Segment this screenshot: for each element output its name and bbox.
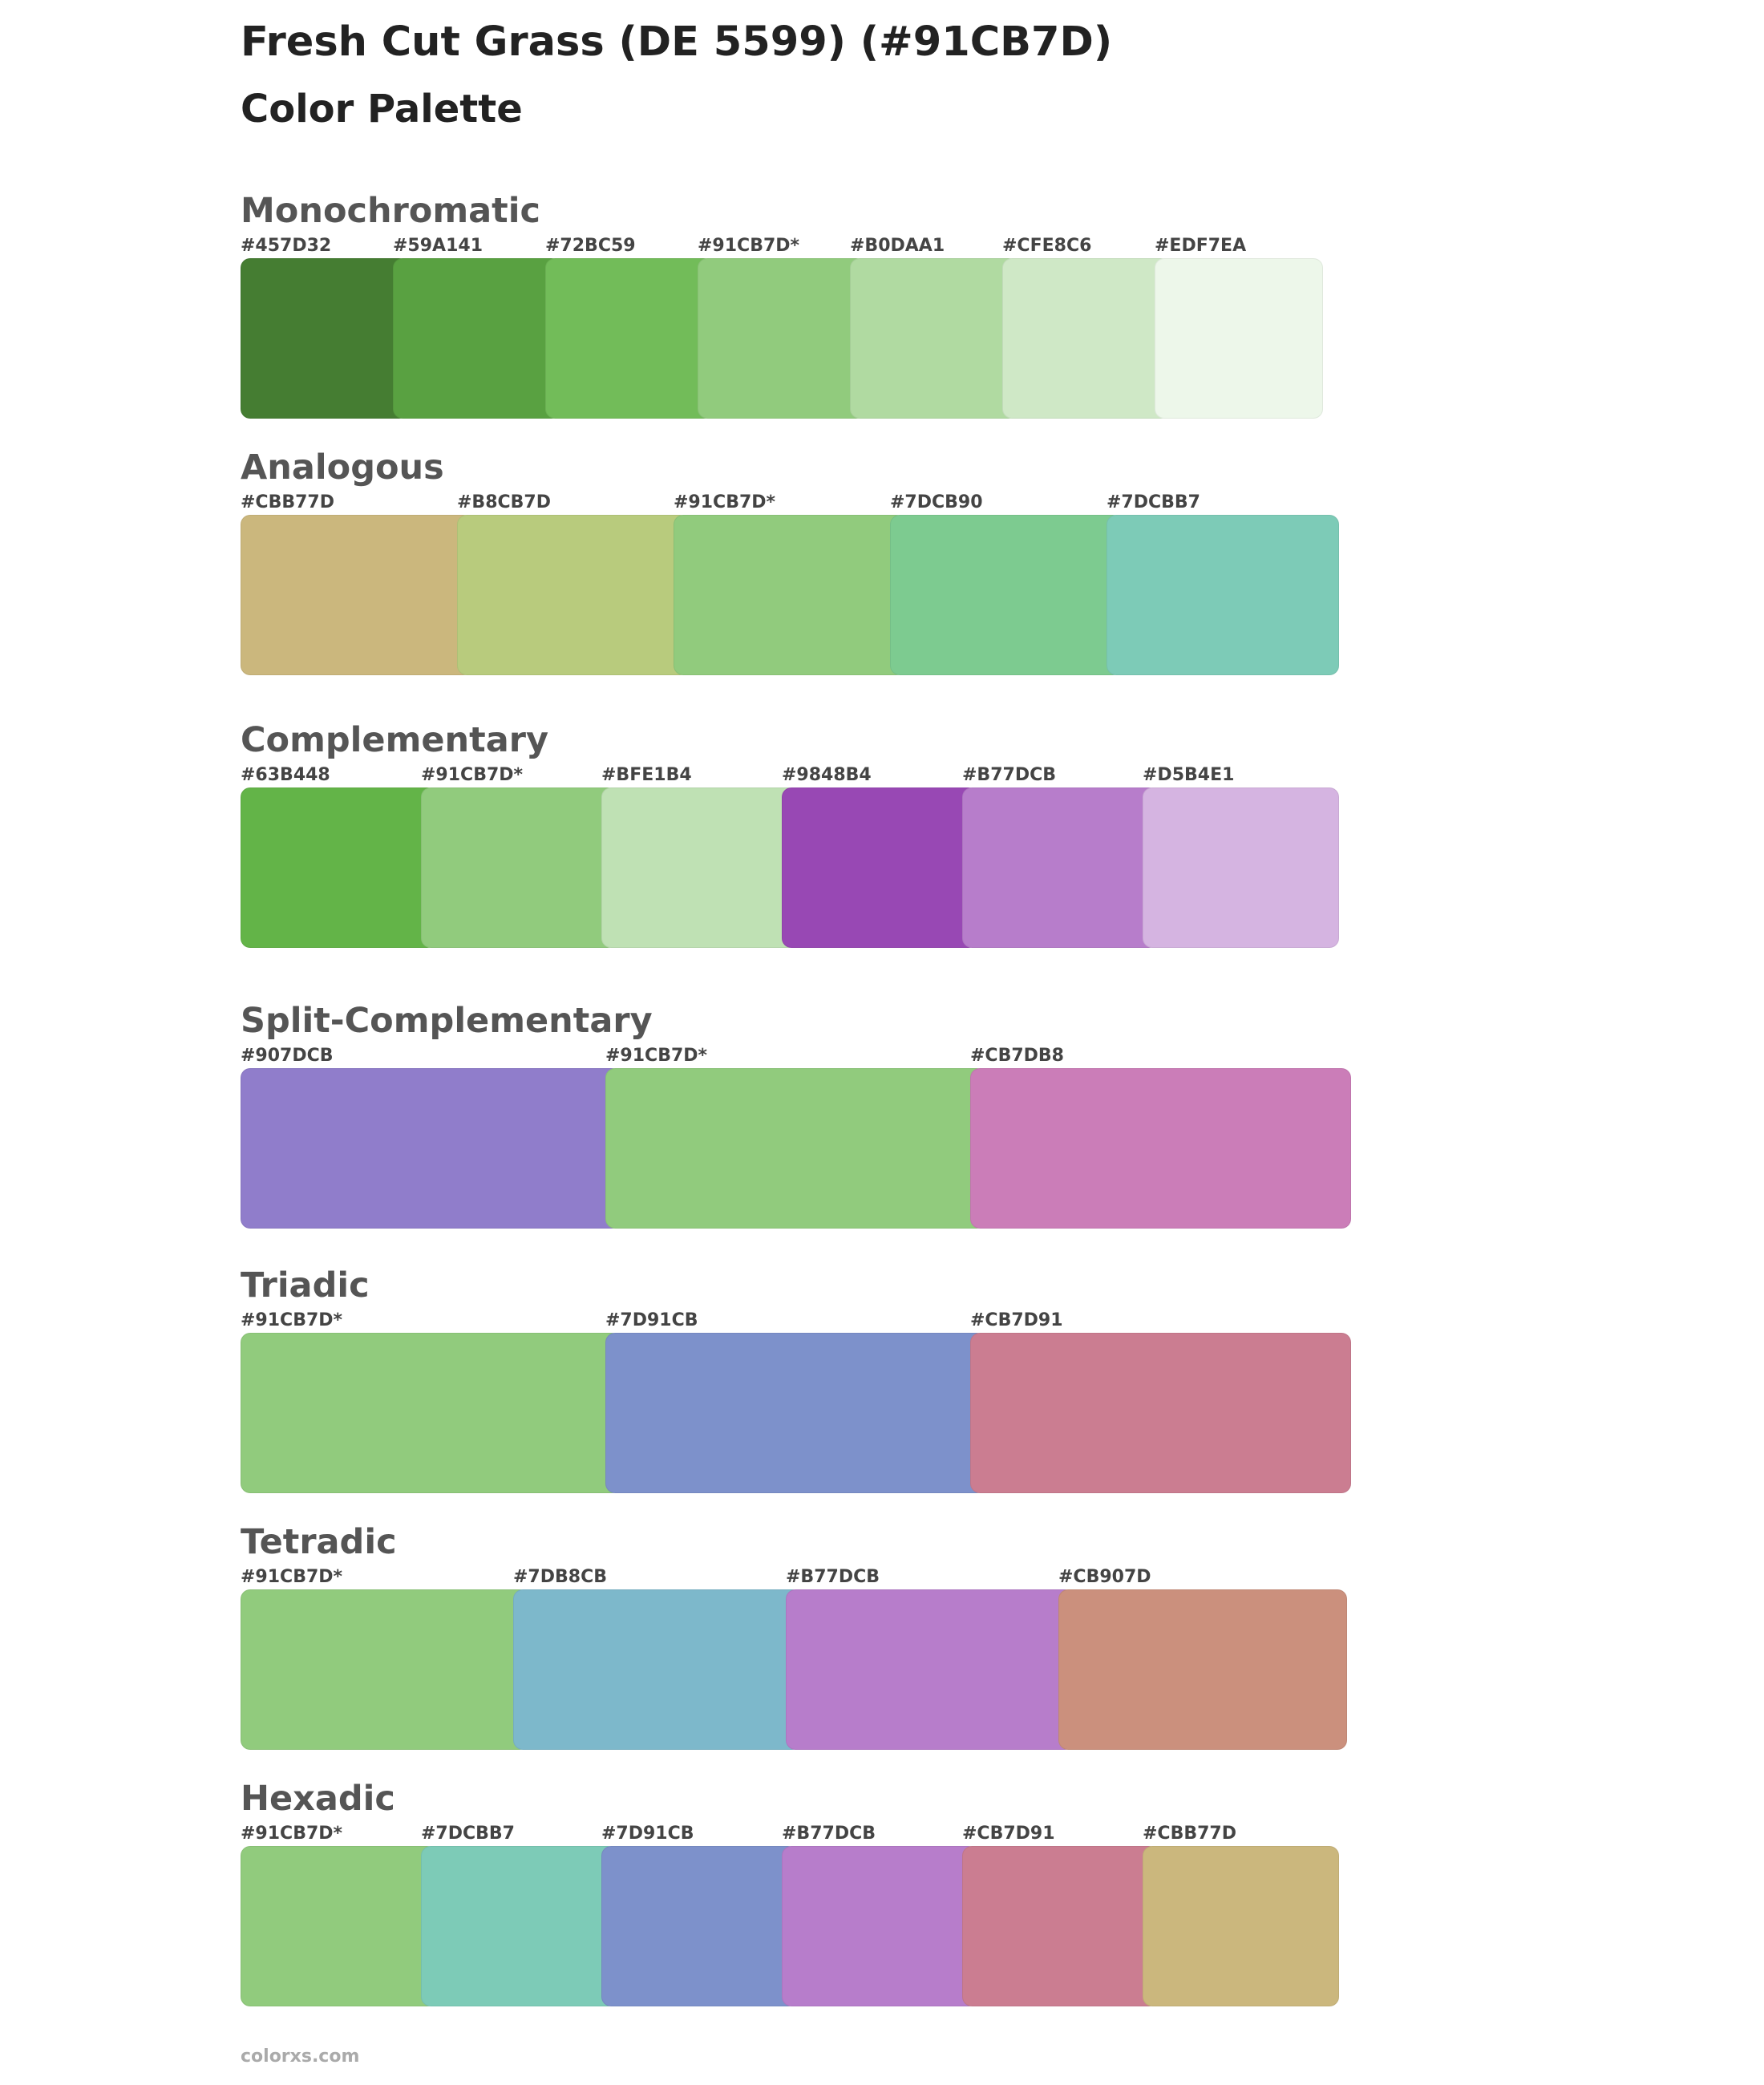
hex-code-label: #CBB77D — [241, 492, 334, 512]
section-title: Complementary — [241, 720, 548, 760]
color-swatch[interactable] — [241, 1846, 437, 2006]
site-credit: colorxs.com — [241, 2047, 360, 2067]
hex-code-label: #7DCBB7 — [421, 1824, 515, 1844]
hex-code-label: #91CB7D* — [421, 765, 524, 785]
color-swatch[interactable] — [1002, 258, 1171, 419]
hex-code-label: #72BC59 — [545, 236, 636, 256]
color-swatch[interactable] — [1143, 787, 1339, 948]
color-swatch[interactable] — [1143, 1846, 1339, 2006]
color-swatch[interactable] — [421, 1846, 617, 2006]
hex-code-label: #91CB7D* — [241, 1824, 343, 1844]
hex-code-label: #B77DCB — [786, 1567, 880, 1587]
color-swatch[interactable] — [786, 1589, 1074, 1750]
hex-code-label: #CFE8C6 — [1002, 236, 1092, 256]
hex-code-label: #CB7D91 — [962, 1824, 1055, 1844]
color-swatch[interactable] — [545, 258, 714, 419]
color-swatch[interactable] — [1107, 515, 1339, 675]
hex-code-label: #7DCBB7 — [1107, 492, 1200, 512]
section-title: Analogous — [241, 447, 444, 488]
color-swatch[interactable] — [1155, 258, 1323, 419]
color-swatch[interactable] — [970, 1333, 1351, 1493]
hex-code-label: #91CB7D* — [674, 492, 776, 512]
hex-code-label: #7D91CB — [601, 1824, 694, 1844]
color-swatch[interactable] — [421, 787, 617, 948]
hex-code-label: #B0DAA1 — [850, 236, 945, 256]
section-title: Triadic — [241, 1265, 370, 1306]
hex-code-label: #CBB77D — [1143, 1824, 1236, 1844]
color-swatch[interactable] — [962, 1846, 1159, 2006]
color-swatch[interactable] — [241, 258, 409, 419]
section-title: Tetradic — [241, 1522, 397, 1562]
section-title: Monochromatic — [241, 191, 540, 231]
hex-code-label: #91CB7D* — [241, 1567, 343, 1587]
hex-code-label: #B77DCB — [962, 765, 1056, 785]
hex-code-label: #CB7D91 — [970, 1310, 1063, 1330]
hex-code-label: #B77DCB — [782, 1824, 876, 1844]
color-swatch[interactable] — [782, 1846, 978, 2006]
color-swatch[interactable] — [970, 1068, 1351, 1229]
hex-code-label: #59A141 — [393, 236, 483, 256]
color-swatch[interactable] — [241, 1589, 529, 1750]
hex-code-label: #9848B4 — [782, 765, 872, 785]
color-swatch[interactable] — [601, 1846, 798, 2006]
color-swatch[interactable] — [241, 515, 473, 675]
color-swatch[interactable] — [241, 787, 437, 948]
hex-code-label: #CB907D — [1058, 1567, 1151, 1587]
hex-code-label: #CB7DB8 — [970, 1046, 1064, 1066]
hex-code-label: #7DCB90 — [890, 492, 983, 512]
color-swatch[interactable] — [601, 787, 798, 948]
section-title: Split-Complementary — [241, 1001, 653, 1041]
hex-code-label: #91CB7D* — [241, 1310, 343, 1330]
hex-code-label: #457D32 — [241, 236, 332, 256]
hex-code-label: #7D91CB — [605, 1310, 698, 1330]
hex-code-label: #907DCB — [241, 1046, 334, 1066]
page-title: Fresh Cut Grass (DE 5599) (#91CB7D) — [241, 18, 1113, 66]
hex-code-label: #D5B4E1 — [1143, 765, 1235, 785]
color-swatch[interactable] — [1058, 1589, 1347, 1750]
hex-code-label: #91CB7D* — [605, 1046, 708, 1066]
page-subtitle: Color Palette — [241, 87, 523, 132]
hex-code-label: #91CB7D* — [698, 236, 800, 256]
color-swatch[interactable] — [513, 1589, 802, 1750]
color-swatch[interactable] — [241, 1068, 621, 1229]
color-swatch[interactable] — [698, 258, 866, 419]
color-swatch[interactable] — [674, 515, 906, 675]
color-swatch[interactable] — [393, 258, 561, 419]
hex-code-label: #63B448 — [241, 765, 330, 785]
section-title: Hexadic — [241, 1779, 395, 1819]
hex-code-label: #EDF7EA — [1155, 236, 1247, 256]
color-swatch[interactable] — [850, 258, 1018, 419]
hex-code-label: #BFE1B4 — [601, 765, 692, 785]
color-swatch[interactable] — [241, 1333, 621, 1493]
color-swatch[interactable] — [605, 1333, 986, 1493]
hex-code-label: #B8CB7D — [457, 492, 551, 512]
color-swatch[interactable] — [782, 787, 978, 948]
color-swatch[interactable] — [890, 515, 1123, 675]
hex-code-label: #7DB8CB — [513, 1567, 607, 1587]
color-swatch[interactable] — [457, 515, 690, 675]
color-swatch[interactable] — [605, 1068, 986, 1229]
color-swatch[interactable] — [962, 787, 1159, 948]
